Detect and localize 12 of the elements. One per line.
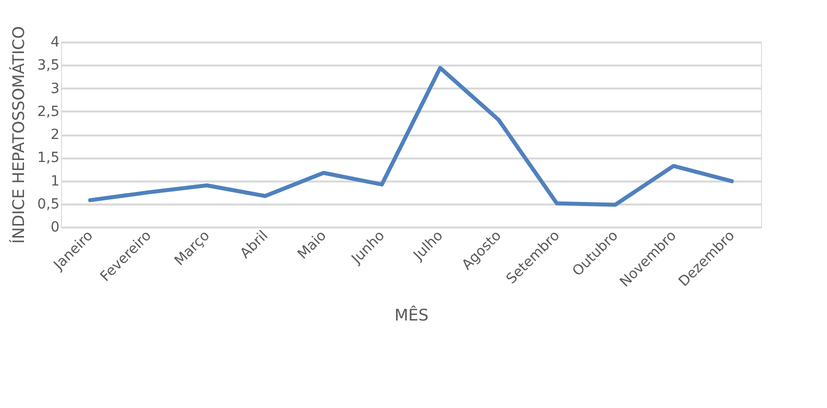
y-axis-title: ÍNDICE HEPATOSSOMÁTICO [9,26,28,244]
y-tick-label: 4 [50,34,60,50]
y-tick-label: 1 [50,173,60,190]
y-tick-label: 0 [50,220,60,236]
x-axis-title: MÊS [394,306,429,325]
y-tick-label: 3,5 [37,58,60,74]
y-tick-label: 2 [50,127,60,143]
y-tick-label: 3 [50,80,60,97]
line-series [88,66,734,207]
y-tick-label: 0,5 [37,196,60,212]
y-tick-label: 1,5 [37,150,60,166]
y-tick-label: 2,5 [37,104,60,120]
